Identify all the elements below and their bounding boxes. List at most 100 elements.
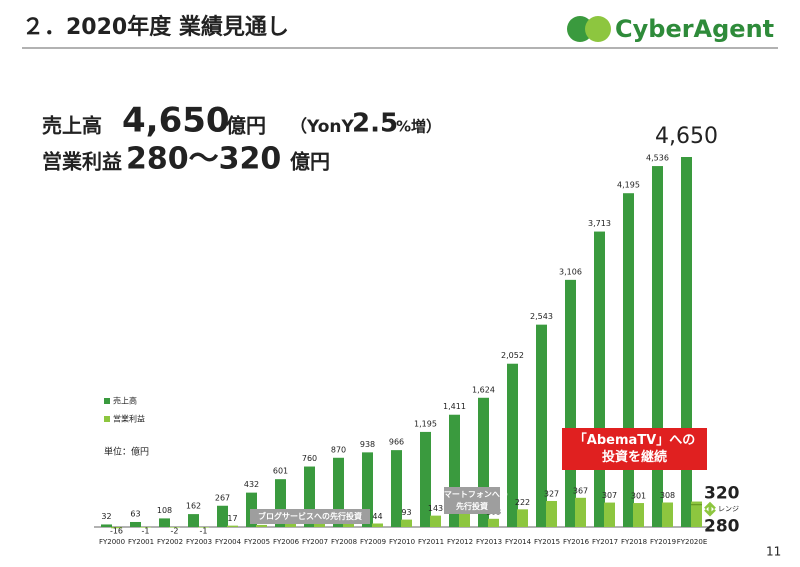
x-tick-label: FY2012: [447, 538, 473, 546]
value-label: 432: [244, 480, 259, 489]
value-label: 966: [389, 438, 404, 447]
value-label: 63: [130, 509, 140, 518]
annotation-text: 投資を継続: [602, 449, 667, 465]
value-label: 143: [428, 504, 443, 513]
bar: [546, 500, 557, 527]
x-tick-label: FY2010: [389, 538, 415, 546]
sales-label: 売上高: [42, 114, 102, 138]
value-label: -16: [110, 527, 123, 536]
value-label: 222: [515, 498, 530, 507]
legend-swatch: [104, 398, 110, 404]
value-label: 108: [157, 506, 172, 515]
x-tick-label: FY2007: [302, 538, 328, 546]
x-tick-label: FY2015: [534, 538, 560, 546]
value-label: 162: [186, 502, 201, 511]
annotation-box: [444, 487, 500, 514]
logo: CyberAgent: [567, 15, 774, 43]
x-tick-label: FY2019: [650, 538, 676, 546]
logo-text: CyberAgent: [615, 15, 774, 43]
bar: [391, 450, 402, 527]
unit-note: 単位：億円: [104, 446, 149, 458]
x-tick-label: FY2011: [418, 538, 444, 546]
bar: [101, 524, 112, 527]
x-tick-label: FY2009: [360, 538, 386, 546]
x-tick-label: FY2005: [244, 538, 270, 546]
bar: [449, 414, 460, 527]
bar: [401, 519, 412, 527]
value-label: 32: [101, 512, 111, 521]
value-label: 308: [660, 491, 675, 500]
value-label: 267: [215, 493, 230, 502]
bar: [623, 193, 634, 528]
bar: [430, 515, 441, 527]
headline: 売上高 4,650 億円 （YonY 2.5 %増） 営業利益 280〜320 …: [42, 101, 441, 177]
range-low-label: 280: [704, 517, 740, 537]
slide-title: ２．2020年度 業績見通し: [22, 14, 289, 40]
bar: [130, 521, 141, 527]
profit-unit: 億円: [290, 150, 330, 174]
value-label: 17: [227, 514, 237, 523]
bar: [517, 509, 528, 527]
bar: [633, 503, 644, 527]
bar: [420, 431, 431, 527]
profit-value: 280〜320: [126, 142, 281, 177]
annotation-text: 先行投資: [456, 501, 488, 511]
bar: [488, 518, 499, 527]
annotation-text: ブログサービスへの先行投資: [258, 511, 362, 521]
bar: [507, 363, 518, 527]
value-label: 2,543: [530, 312, 553, 321]
bar: [565, 279, 576, 527]
bar: [314, 522, 325, 527]
x-tick-label: FY2003: [186, 538, 212, 546]
growth-open: （YonY: [290, 116, 355, 137]
bar: [343, 523, 354, 527]
annotation-box: [562, 428, 707, 470]
growth-value: 2.5: [352, 109, 398, 139]
bar: [304, 466, 315, 527]
x-tick-label: FY2013: [476, 538, 502, 546]
value-label: 4,195: [617, 181, 640, 190]
bar: [575, 497, 586, 527]
x-tick-label: FY2020E: [677, 538, 708, 546]
bar: [372, 523, 383, 527]
bar: [536, 324, 547, 527]
value-label: 44: [372, 512, 382, 521]
value-label: 1,624: [472, 385, 495, 394]
legend-label: 営業利益: [113, 414, 145, 424]
value-label: 760: [302, 454, 317, 463]
value-label: 3,106: [559, 267, 582, 276]
x-tick-label: FY2017: [592, 538, 618, 546]
annotation-box: [250, 509, 370, 524]
bar: [140, 527, 151, 528]
bar: [285, 523, 296, 527]
bar: [111, 527, 122, 529]
bar: [594, 231, 605, 527]
bar: [169, 527, 180, 528]
x-tick-label: FY2000: [99, 538, 125, 546]
value-label: 320: [704, 484, 740, 504]
annotation-text: スマートフォンへの: [436, 490, 508, 499]
bar: [198, 527, 209, 528]
value-label: 601: [273, 467, 288, 476]
bar: [256, 524, 267, 527]
range-label: レンジ: [718, 505, 739, 513]
x-tick-label: FY2018: [621, 538, 647, 546]
value-label: 938: [360, 440, 375, 449]
value-label: 307: [602, 491, 617, 500]
growth-unit: %増）: [396, 118, 441, 136]
value-label: -1: [142, 527, 150, 536]
bar: [681, 157, 692, 527]
bar: [188, 514, 199, 527]
bar: [362, 452, 373, 527]
bar: [662, 502, 673, 527]
bar: [691, 501, 702, 527]
bar: [217, 505, 228, 527]
bar: [478, 397, 489, 527]
legend-label: 売上高: [113, 396, 137, 406]
x-tick-label: FY2008: [331, 538, 357, 546]
x-tick-label: FY2004: [215, 538, 242, 546]
annotation-text: 「AbemaTV」への: [574, 432, 695, 448]
x-tick-label: FY2006: [273, 538, 300, 546]
value-label: 1,411: [443, 402, 466, 411]
value-label: 4,536: [646, 154, 669, 163]
